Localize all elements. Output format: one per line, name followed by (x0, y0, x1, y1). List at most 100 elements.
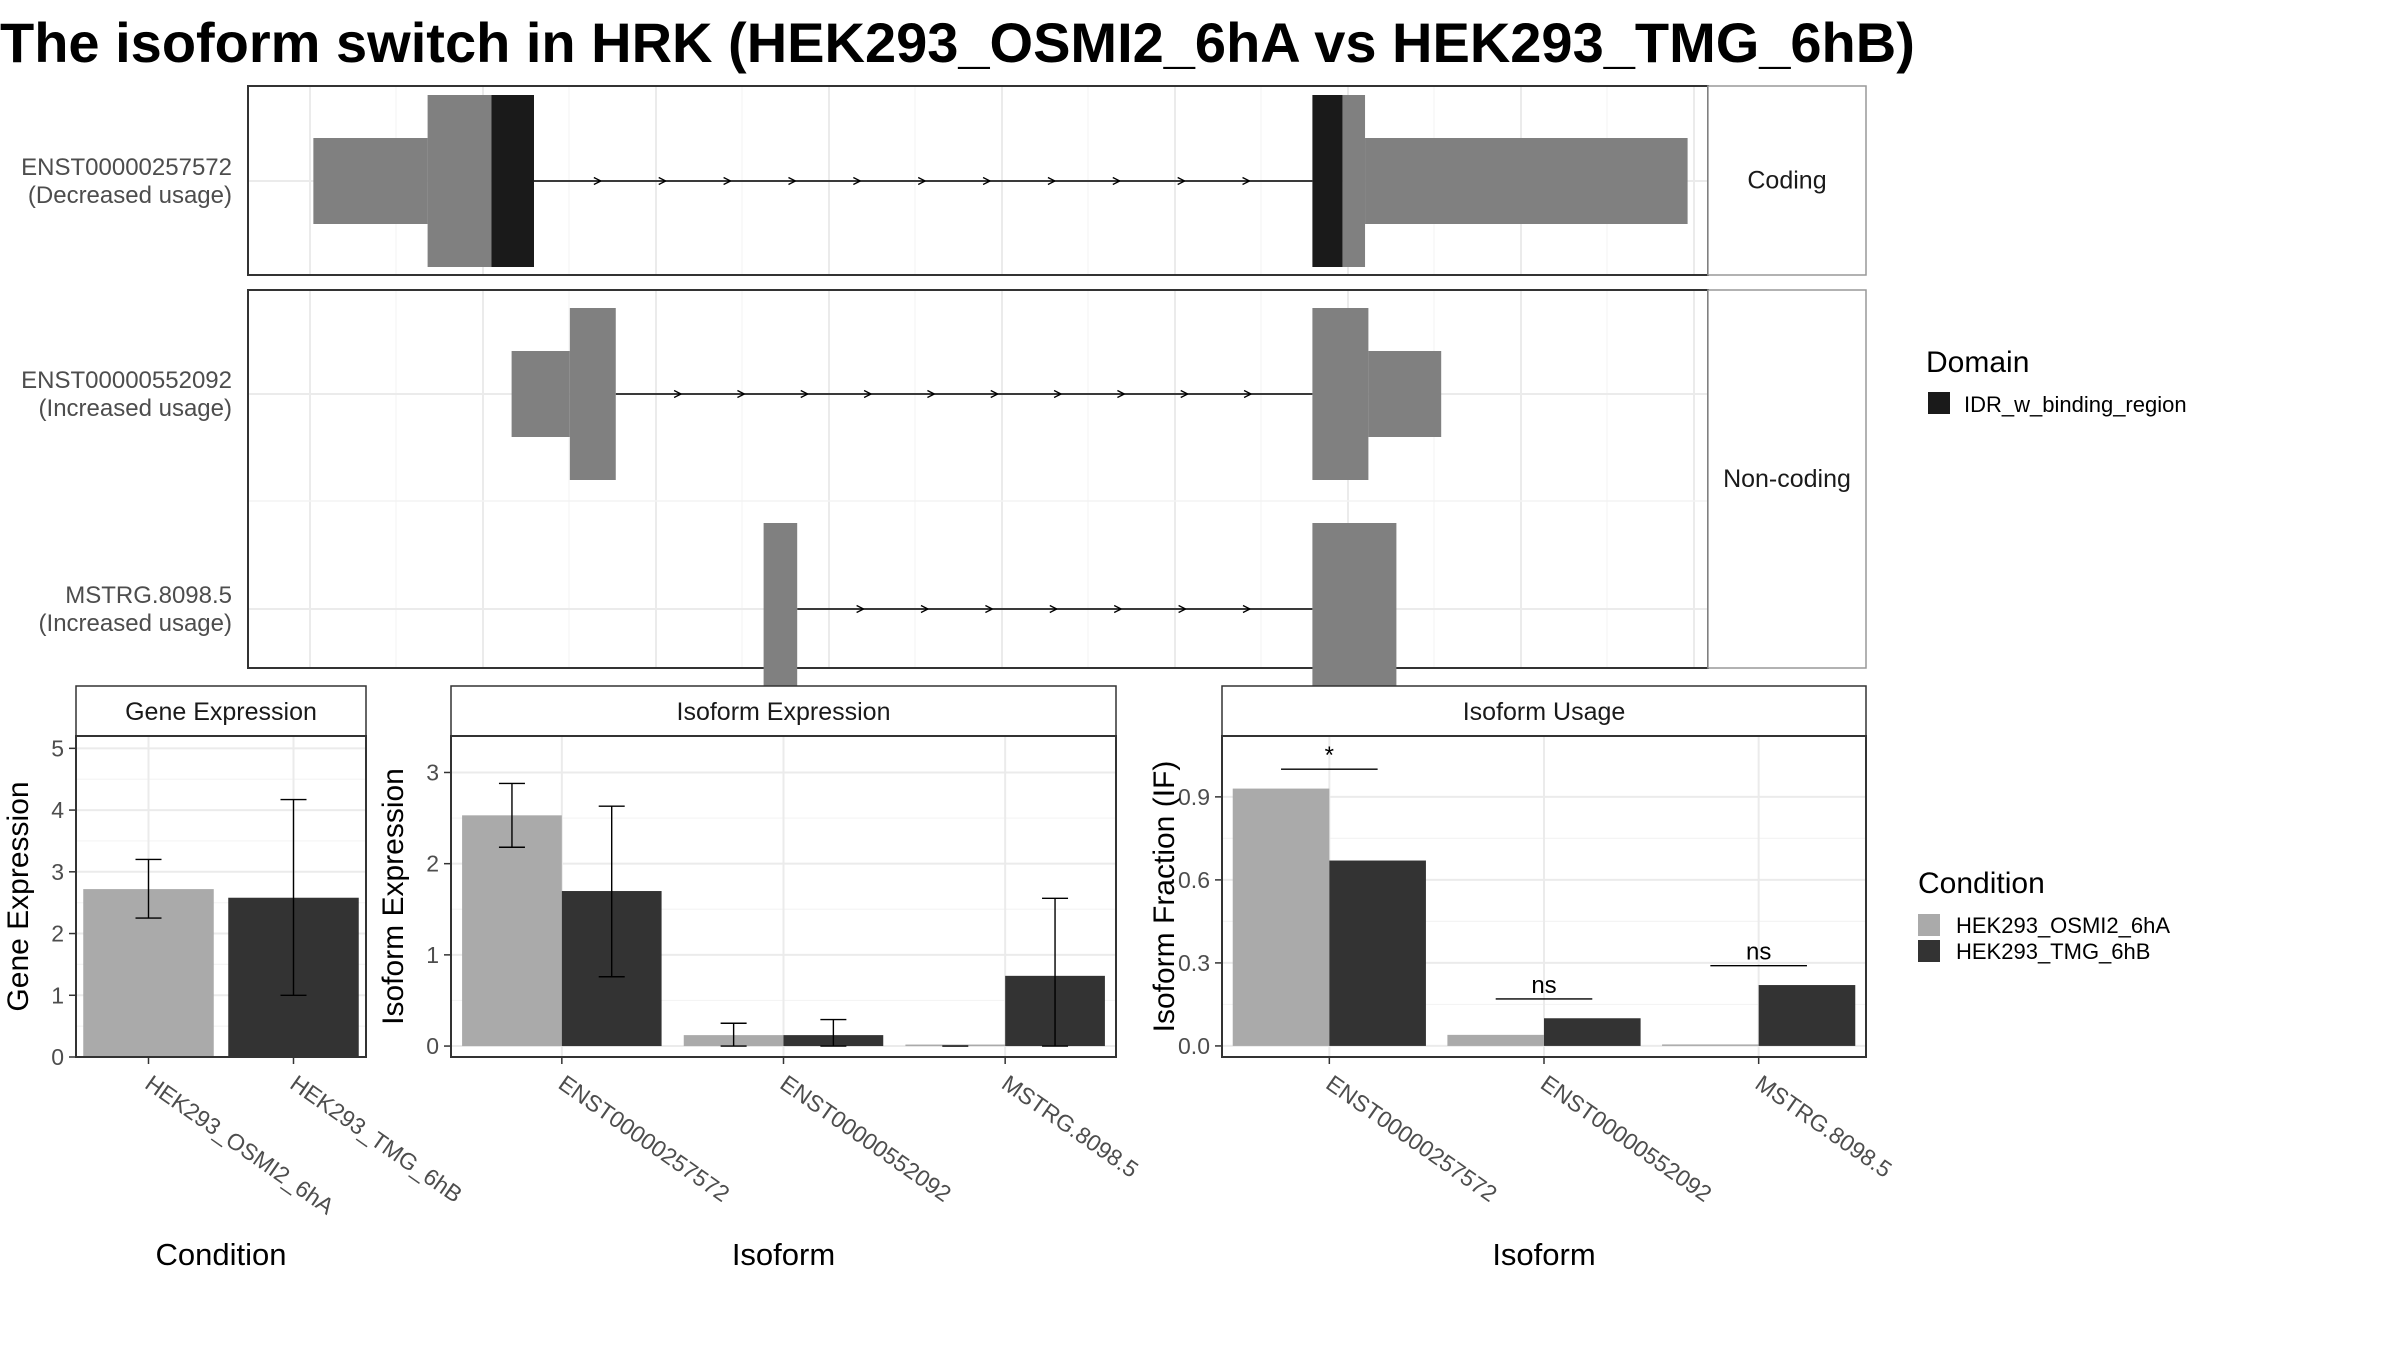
intron-arrow (920, 604, 930, 614)
intron-arrow (673, 389, 683, 399)
cds-exon (1342, 95, 1366, 267)
gene-strip-title: Gene Expression (125, 698, 317, 726)
y-tick-label: 0.6 (1178, 867, 1210, 893)
y-tick-label: 4 (51, 797, 64, 823)
isoform-expression-bar (905, 1044, 1006, 1047)
cds-exon (1312, 308, 1369, 480)
intron-arrow (1112, 176, 1122, 186)
y-tick-label: 2 (51, 921, 64, 947)
domain-legend-title: Domain (1926, 346, 2029, 379)
y-tick-label: 0.0 (1178, 1033, 1210, 1059)
isoform-usage-bar (1544, 1018, 1641, 1046)
isoform-usage-strip-title: Isoform Usage (1463, 698, 1626, 726)
transcript-label: MSTRG.8098.5 (65, 582, 232, 609)
x-tick-label: ENST00000552092 (1536, 1070, 1716, 1207)
x-tick-label: MSTRG.8098.5 (997, 1070, 1143, 1183)
intron-arrow (1180, 389, 1190, 399)
intron-arrow (856, 604, 866, 614)
isoform-expression-strip (450, 685, 1117, 737)
gene-plot-border (75, 735, 367, 1058)
intron-arrow (1117, 389, 1126, 399)
y-tick-label: 5 (51, 735, 64, 761)
transcript-label: ENST00000257572 (21, 154, 232, 181)
isoform-usage-bar (1447, 1034, 1544, 1046)
y-tick-label: 2 (426, 851, 439, 877)
domain-legend-key (1928, 392, 1950, 414)
facet-strip (1707, 85, 1867, 276)
y-tick-label: 3 (51, 859, 64, 885)
intron-arrow (863, 389, 873, 399)
structure-panel-bg (248, 290, 1708, 668)
x-tick-label: MSTRG.8098.5 (1751, 1070, 1897, 1183)
condition-legend-label-b: HEK293_TMG_6hB (1956, 939, 2150, 964)
intron-arrow (1049, 604, 1059, 614)
intron-arrow (593, 176, 603, 186)
intron-arrow (982, 176, 992, 186)
isoform-expression-strip-title: Isoform Expression (677, 698, 891, 726)
isoform-usage-y-axis-title: Isoform Fraction (IF) (1148, 761, 1181, 1033)
isoform-usage-bar (1662, 1044, 1759, 1046)
intron-arrow (985, 604, 994, 614)
facet-strip (1707, 289, 1867, 669)
utr-exon (1368, 351, 1442, 437)
isoform-usage-bar (1232, 788, 1330, 1046)
cds-exon (763, 523, 798, 695)
domain-block (491, 95, 534, 267)
domain-block (1312, 95, 1343, 267)
cds-exon (427, 95, 492, 267)
y-tick-label: 0 (426, 1033, 439, 1059)
intron-arrow (990, 389, 1000, 399)
intron-arrow (723, 176, 733, 186)
significance-label: ns (1746, 939, 1771, 966)
x-tick-label: ENST00000257572 (1321, 1070, 1501, 1207)
intron-arrow (1053, 389, 1063, 399)
intron-arrow (853, 176, 862, 186)
intron-arrow (1047, 176, 1057, 186)
isoform-expression-x-axis-title: Isoform (732, 1237, 835, 1272)
intron-arrow (658, 176, 668, 186)
intron-arrow (1242, 176, 1251, 186)
figure-title: The isoform switch in HRK (HEK293_OSMI2_… (0, 11, 1915, 74)
y-tick-label: 1 (51, 982, 64, 1008)
y-tick-label: 1 (426, 942, 439, 968)
gene-x-axis-title: Condition (156, 1237, 287, 1272)
transcript-usage-label: (Increased usage) (39, 395, 232, 422)
isoform-usage-bar (1329, 860, 1426, 1046)
utr-exon (1365, 138, 1688, 224)
y-tick-label: 0.3 (1178, 950, 1210, 976)
y-tick-label: 3 (426, 759, 439, 785)
condition-legend-key-b (1918, 940, 1940, 962)
transcript-usage-label: (Increased usage) (39, 610, 232, 637)
intron-arrow (1243, 389, 1253, 399)
x-tick-label: ENST00000552092 (776, 1070, 956, 1207)
intron-arrow (917, 176, 927, 186)
intron-arrow (1113, 604, 1123, 614)
intron-arrow (1242, 604, 1252, 614)
intron-arrow (927, 389, 936, 399)
condition-legend-title: Condition (1918, 867, 2045, 900)
facet-label-coding: Coding (1747, 167, 1826, 195)
cds-exon (569, 308, 616, 480)
x-tick-label: ENST00000257572 (554, 1070, 734, 1207)
y-tick-label: 0.9 (1178, 784, 1210, 810)
isoform-expression-bar (462, 815, 562, 1047)
y-tick-label: 0 (51, 1044, 64, 1070)
transcript-structure-plot: Coding Non-coding ENST00000257572(Decrease… (21, 85, 1867, 695)
isoform-usage-x-axis-title: Isoform (1492, 1237, 1595, 1272)
utr-exon (313, 138, 428, 224)
transcript-label: ENST00000552092 (21, 367, 232, 394)
bar-panels: Gene Expression012345HEK293_OSMI2_6hAHEK… (2, 685, 1897, 1272)
gene-strip (75, 685, 367, 737)
utr-exon (511, 351, 570, 437)
transcript-usage-label: (Decreased usage) (28, 182, 232, 209)
intron-arrow (1178, 604, 1188, 614)
facet-label-noncoding: Non-coding (1723, 465, 1851, 493)
intron-arrow (737, 389, 746, 399)
intron-arrow (788, 176, 797, 186)
gene-y-axis-title: Gene Expression (2, 781, 35, 1011)
legends: Domain IDR_w_binding_region Condition HE… (1918, 346, 2187, 964)
isoform-usage-strip (1221, 685, 1867, 737)
isoform-usage-bar (1758, 985, 1856, 1046)
cds-exon (1312, 523, 1397, 695)
